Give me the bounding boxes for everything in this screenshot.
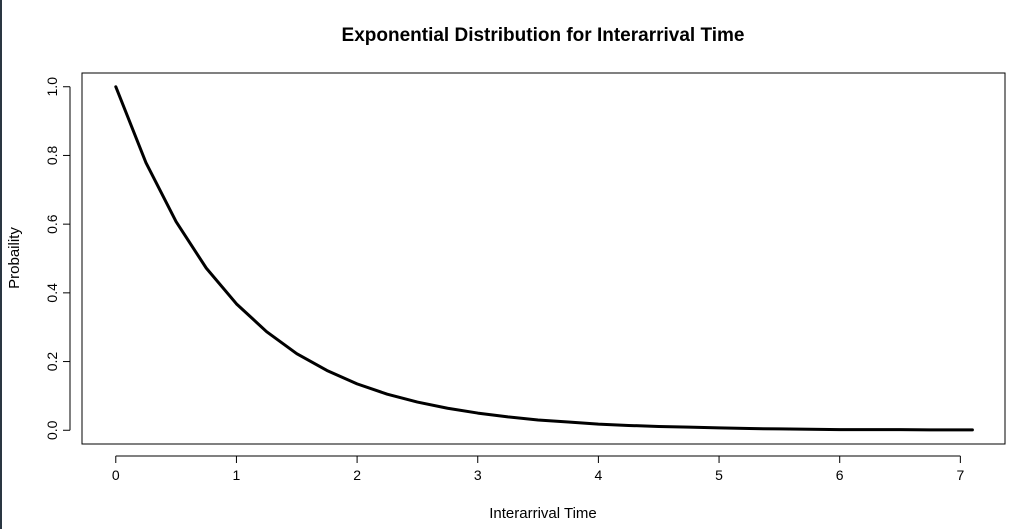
- x-tick-label: 5: [715, 467, 723, 483]
- x-tick-label: 1: [233, 467, 241, 483]
- y-tick-label: 0.6: [44, 214, 60, 234]
- x-tick-label: 7: [956, 467, 964, 483]
- x-axis: 0 1 2 3 4 5 6 7: [112, 455, 964, 483]
- exponential-curve: [114, 85, 974, 432]
- x-axis-label: Interarrival Time: [489, 505, 597, 522]
- x-tick-label: 3: [474, 467, 482, 483]
- y-axis-label: Probaility: [6, 227, 23, 289]
- chart-title: Exponential Distribution for Interarriva…: [342, 25, 745, 46]
- window-left-border: [0, 0, 2, 529]
- y-tick-label: 0.0: [44, 420, 60, 440]
- y-tick-label: 0.2: [44, 352, 60, 372]
- plot-area-box: [81, 72, 1006, 445]
- y-tick-label: 1.0: [44, 77, 60, 97]
- y-tick-label: 0.8: [44, 146, 60, 166]
- y-tick-label: 0.4: [44, 283, 60, 303]
- y-axis: 0.0 0.2 0.4 0.6 0.8 1.0: [44, 77, 71, 440]
- x-tick-label: 4: [594, 467, 602, 483]
- x-tick-label: 6: [836, 467, 844, 483]
- series-layer: [114, 85, 974, 432]
- x-tick-label: 2: [353, 467, 361, 483]
- x-tick-label: 0: [112, 467, 120, 483]
